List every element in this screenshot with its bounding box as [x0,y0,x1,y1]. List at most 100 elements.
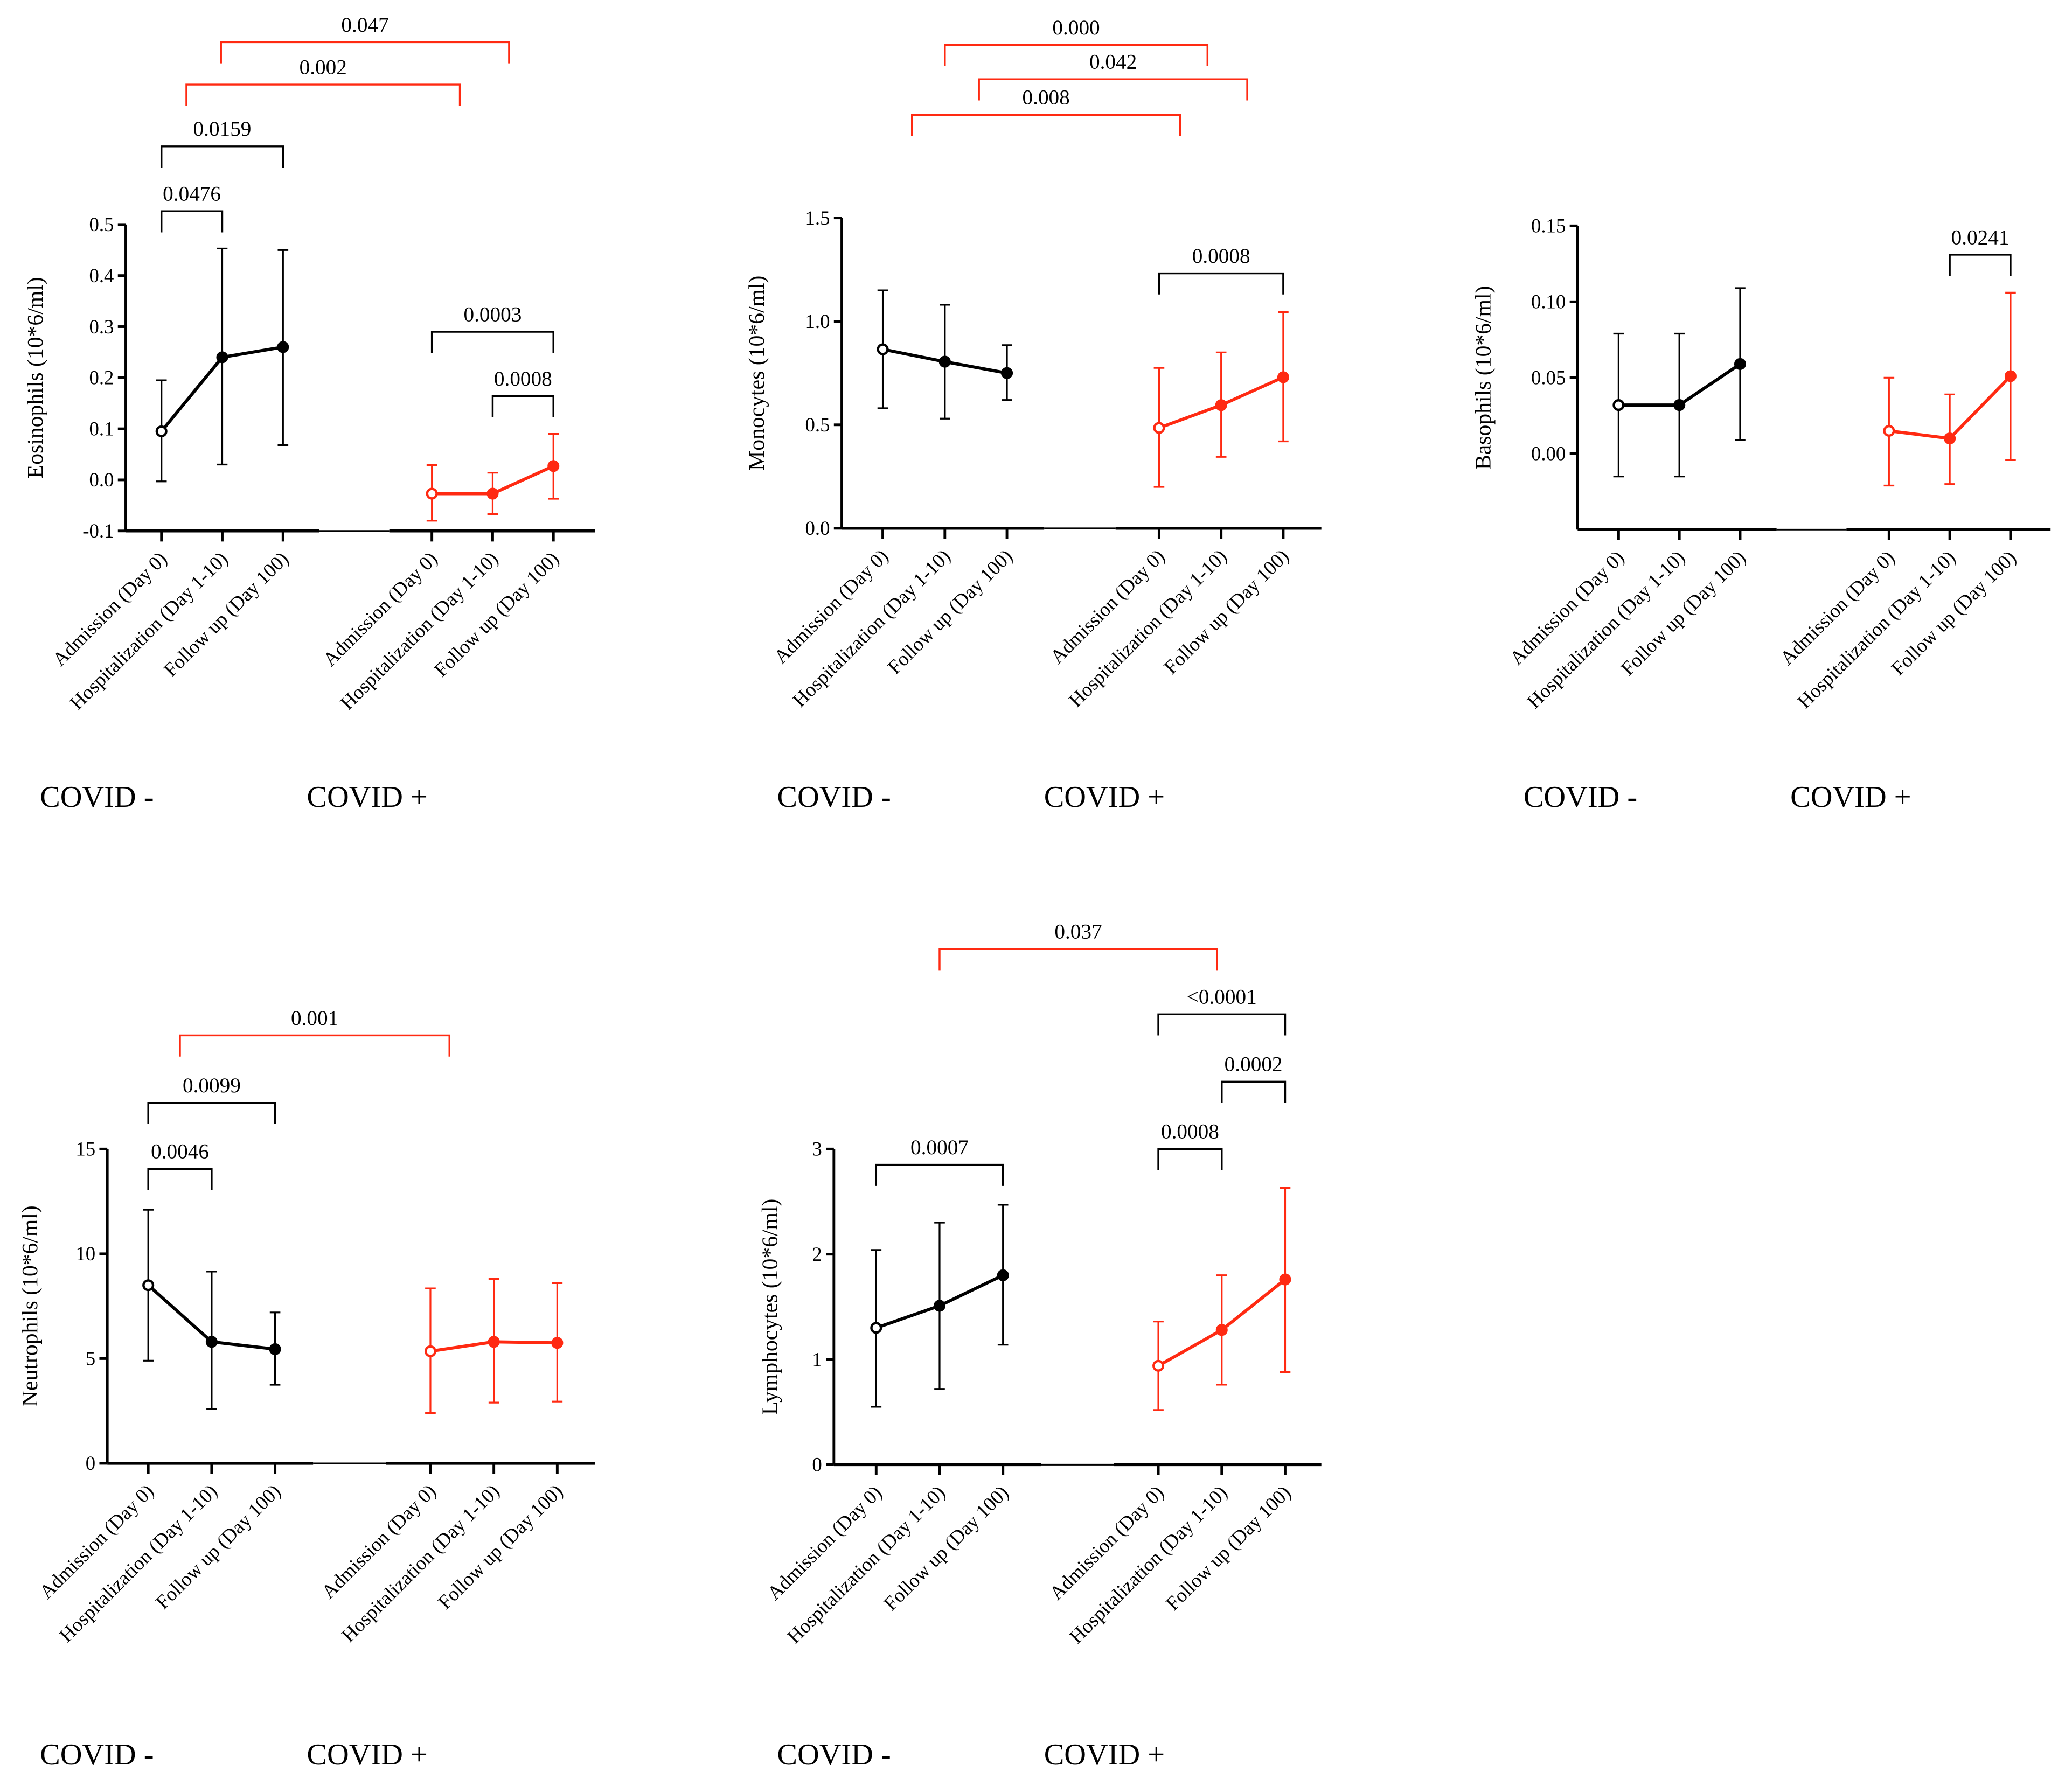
x-tick-label: Admission (Day 0) [763,1481,886,1604]
group-label: COVID - [40,1738,154,1771]
x-tick-label: Follow up (Day 100) [1162,1481,1295,1615]
y-tick-label: 0.5 [89,213,114,235]
p-value-label: <0.0001 [1187,986,1257,1009]
bracket-line [185,83,461,106]
x-tick-label: Follow up (Day 100) [151,1480,285,1614]
series-covid-neg [870,1204,1009,1408]
data-point [933,1300,946,1312]
significance-bracket: 0.0476 [160,183,224,233]
data-point [155,425,168,437]
significance-bracket: 0.0008 [491,367,554,417]
y-tick-label: 0.15 [1531,215,1566,237]
p-value-label: 0.0241 [1951,226,2010,249]
x-tick-label: Admission (Day 0) [1776,546,1899,669]
p-value-label: 0.001 [291,1007,338,1030]
data-point [486,487,499,500]
series-covid-pos [426,433,560,522]
data-point [877,343,889,355]
y-tick-label: -0.1 [82,520,114,542]
bracket-line [147,1168,213,1190]
p-value-label: 0.0008 [494,367,552,390]
y-tick-label: 0.00 [1531,443,1566,465]
p-value-label: 0.0476 [163,183,221,206]
data-point [1152,1359,1165,1372]
data-point [1215,399,1227,411]
significance-bracket: 0.047 [220,13,510,64]
significance-bracket: 0.0003 [430,303,554,353]
x-tick-label: Admission (Day 0) [48,547,171,670]
significance-bracket: 0.0099 [147,1074,276,1124]
significance-bracket: 0.0008 [1157,1120,1223,1170]
y-tick-label: 0.05 [1531,367,1566,389]
series-covid-pos [1153,311,1289,488]
group-label: COVID + [1044,780,1165,814]
p-value-label: 0.0003 [464,303,522,326]
x-tick-label: Admission (Day 0) [1045,1481,1168,1604]
series-covid-neg [1612,287,1747,478]
y-tick-label: 0.4 [89,264,114,287]
p-value-label: 0.000 [1052,16,1100,39]
p-value-label: 0.0099 [183,1074,241,1097]
data-point [1734,358,1747,370]
y-tick-label: 10 [75,1243,95,1265]
y-tick-label: 0.0 [89,469,114,491]
y-tick-label: 1 [812,1348,822,1370]
panel-neutrophils: 0 5 10 15 Neutrophils (10*6/ml) Admission (Da… [18,1007,595,1771]
p-value-label: 0.0008 [1161,1120,1219,1143]
p-value-label: 0.0159 [193,117,252,141]
series-covid-neg [155,247,289,483]
significance-bracket: 0.008 [911,86,1181,136]
data-point [547,460,560,472]
data-point [1944,432,1956,445]
p-value-label: 0.047 [341,13,388,37]
y-tick-label: 0.3 [89,316,114,338]
x-tick-label: Follow up (Day 100) [879,1481,1013,1615]
panel-eosinophils: -0.1 0.0 0.1 0.2 0.3 0.4 0.5 Eosinophils (10*6/… [23,13,595,814]
data-point [1277,371,1289,383]
group-label: COVID + [1044,1738,1165,1771]
x-tick-label: Admission (Day 0) [1505,546,1628,669]
y-tick-label: 15 [75,1138,95,1160]
y-axis-label: Basophils (10*6/ml) [1471,286,1496,470]
y-tick-label: 0 [86,1452,95,1474]
group-label: COVID + [307,780,427,814]
data-point [1215,1324,1228,1336]
series-covid-pos [1883,291,2017,487]
y-tick-label: 0.10 [1531,291,1566,313]
significance-bracket: 0.0008 [1158,245,1284,295]
data-point [277,341,289,353]
data-point [424,1345,436,1357]
series-covid-neg [142,1209,281,1410]
bracket-line [944,44,1209,66]
significance-bracket: 0.0046 [147,1140,213,1190]
data-point [2004,370,2017,382]
significance-bracket: 0.042 [978,51,1248,101]
significance-bracket: 0.002 [185,55,461,106]
y-tick-label: 3 [812,1138,822,1160]
data-point [205,1336,218,1348]
bracket-line [491,395,554,417]
bracket-line [430,331,554,353]
bracket-line [179,1034,450,1057]
group-label: COVID - [1524,780,1637,814]
data-point [938,355,951,368]
data-point [216,351,228,364]
significance-bracket: 0.0241 [1949,226,2012,276]
x-tick-label: Admission (Day 0) [1046,545,1169,667]
data-point [1153,422,1165,434]
bracket-line [1949,254,2012,276]
significance-bracket: 0.001 [179,1007,450,1057]
data-point [997,1269,1009,1281]
bracket-line [160,210,224,233]
y-axis-label: Lymphocytes (10*6/ml) [757,1199,782,1415]
bracket-line [147,1102,276,1124]
bracket-line [978,78,1248,101]
data-point [1673,399,1686,411]
data-point [488,1336,500,1348]
data-point [1279,1273,1291,1286]
x-tick-label: Admission (Day 0) [318,547,441,670]
data-point [142,1279,155,1292]
group-label: COVID - [777,780,891,814]
y-tick-label: 5 [86,1348,95,1370]
y-tick-label: 1.5 [805,207,830,229]
